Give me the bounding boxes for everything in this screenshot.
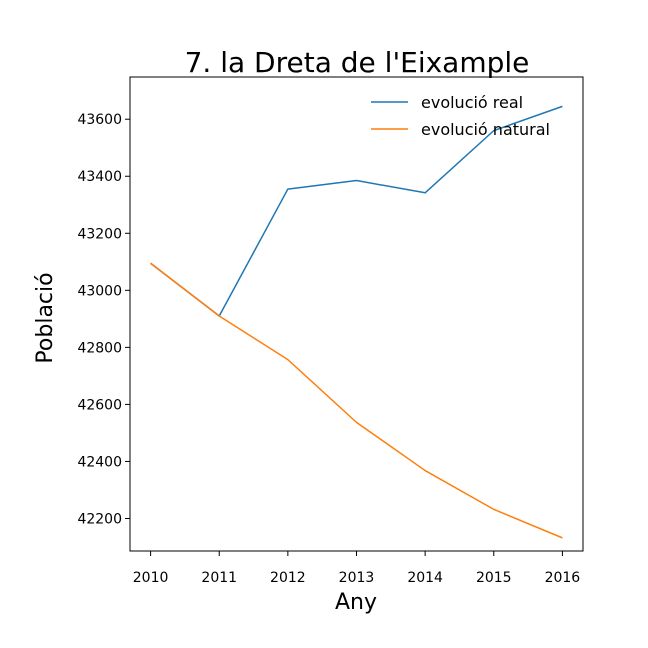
x-tick-label: 2015: [476, 570, 512, 586]
y-tick-label: 42600: [77, 397, 122, 413]
series-line-1: [150, 262, 563, 539]
y-tick-label: 43200: [77, 226, 122, 242]
y-tick-label: 42800: [77, 340, 122, 356]
chart-title: 7. la Dreta de l'Eixample: [185, 46, 530, 79]
y-tick-label: 43400: [77, 169, 122, 185]
legend-label: evolució natural: [421, 120, 550, 139]
x-axis-label: Any: [335, 590, 377, 615]
y-tick-label: 42200: [77, 511, 122, 527]
x-tick-label: 2016: [545, 570, 581, 586]
y-tick-label: 43600: [77, 112, 122, 128]
x-tick-label: 2011: [201, 570, 237, 586]
legend-label: evolució real: [421, 93, 523, 112]
x-tick-label: 2014: [407, 570, 443, 586]
y-tick-label: 42400: [77, 454, 122, 470]
plot-area: [129, 76, 584, 552]
series-lines: [150, 105, 563, 539]
legend: evolució real evolució natural: [371, 93, 550, 139]
x-tick-label: 2013: [339, 570, 375, 586]
y-axis: 42200 42400 42600 42800 43000 43200 43400 43600: [77, 112, 130, 527]
x-tick-label: 2010: [133, 570, 169, 586]
y-tick-label: 43000: [77, 283, 122, 299]
x-tick-label: 2012: [270, 570, 306, 586]
y-axis-label: Població: [33, 272, 58, 363]
plot-frame: [129, 76, 584, 552]
x-axis: 2010 2011 2012 2013 2014 2015 2016: [133, 551, 581, 586]
